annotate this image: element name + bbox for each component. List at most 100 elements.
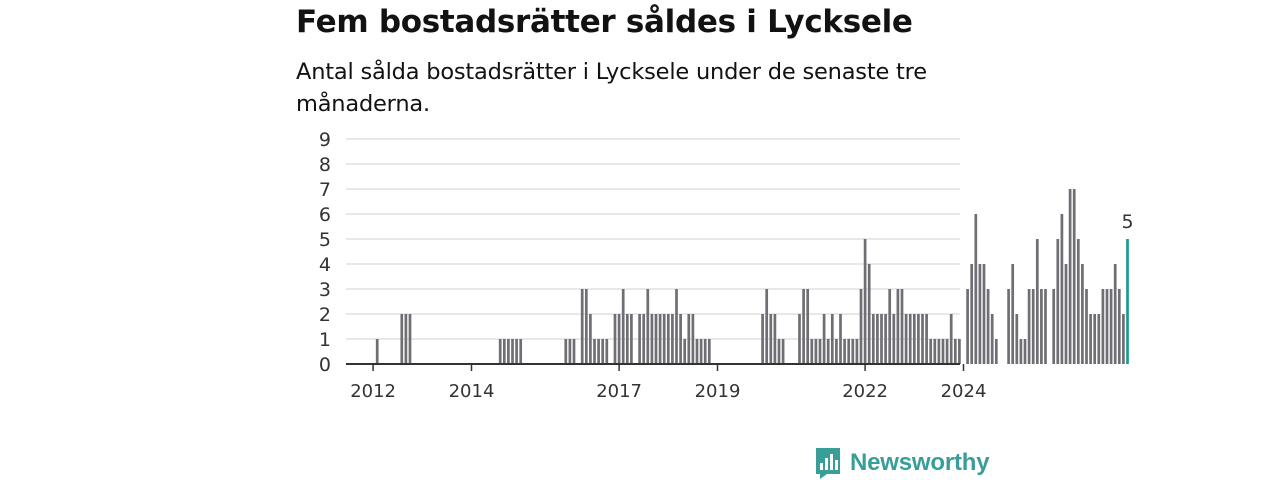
bar: [912, 314, 916, 364]
bar: [1085, 289, 1088, 364]
bar: [1097, 314, 1101, 364]
bar: [1035, 239, 1039, 364]
bar: [802, 289, 805, 364]
bar: [404, 314, 408, 364]
bar: [638, 314, 641, 364]
y-tick-label: 6: [319, 204, 331, 226]
bar: [835, 339, 838, 364]
bar: [917, 314, 920, 364]
bar: [945, 339, 949, 364]
bar: [502, 339, 506, 364]
bars: [375, 189, 1129, 364]
bar: [1040, 289, 1043, 364]
bar: [584, 289, 588, 364]
bar: [884, 314, 887, 364]
bar: [568, 339, 572, 364]
bar: [822, 314, 826, 364]
bar: [671, 314, 674, 364]
bar: [810, 339, 814, 364]
bar: [990, 314, 994, 364]
bar: [859, 289, 863, 364]
bar: [896, 289, 900, 364]
bar: [1076, 239, 1080, 364]
bar: [1019, 339, 1023, 364]
bar: [839, 314, 842, 364]
bar: [777, 339, 781, 364]
bar: [1015, 314, 1019, 364]
bar: [375, 339, 379, 364]
bar: [806, 289, 810, 364]
y-tick-label: 1: [319, 329, 331, 351]
bar: [1007, 289, 1010, 364]
bar: [515, 339, 518, 364]
y-tick-label: 5: [319, 229, 331, 251]
bar: [572, 339, 576, 364]
bar: [687, 314, 691, 364]
bar: [408, 314, 412, 364]
y-axis-tick-labels: 0 1 2 3 4 5 6 7 8 9: [319, 129, 331, 376]
bar: [625, 314, 629, 364]
y-tick-label: 4: [319, 254, 331, 276]
bar: [675, 289, 678, 364]
bar: [597, 339, 600, 364]
bar: [982, 264, 986, 364]
bar: [1117, 289, 1121, 364]
bar: [1113, 264, 1117, 364]
bar: [1122, 314, 1125, 364]
last-value-label: 5: [1121, 211, 1133, 233]
bar: [1060, 214, 1064, 364]
bar: [941, 339, 945, 364]
bar: [994, 339, 998, 364]
chart-subtitle: Antal sålda bostadsrätter i Lycksele und…: [296, 59, 927, 117]
x-tick-label: 2012: [350, 381, 396, 402]
newsworthy-brand[interactable]: Newsworthy: [814, 446, 990, 480]
y-tick-label: 0: [319, 354, 331, 376]
bar: [654, 314, 658, 364]
bar: [658, 314, 662, 364]
bar: [798, 314, 801, 364]
bar: [1101, 289, 1105, 364]
bar: [519, 339, 523, 364]
bar: [679, 314, 682, 364]
bar: [1044, 289, 1047, 364]
y-tick-label: 2: [319, 304, 331, 326]
bar: [863, 239, 867, 364]
bar: [888, 289, 892, 364]
bar: [1093, 314, 1097, 364]
bar: [781, 339, 785, 364]
bar: [851, 339, 855, 364]
bar: [593, 339, 596, 364]
bar: [683, 339, 687, 364]
bar: [958, 339, 961, 364]
bar: [826, 339, 830, 364]
x-tick-label: 2024: [941, 381, 987, 402]
bar: [1072, 189, 1076, 364]
bar: [769, 314, 773, 364]
bar: [642, 314, 646, 364]
bar: [703, 339, 707, 364]
bar: [892, 314, 896, 364]
bar: [695, 339, 699, 364]
bar: [1052, 289, 1056, 364]
bar: [691, 314, 695, 364]
brand-name: Newsworthy: [850, 449, 990, 476]
bar: [966, 289, 969, 364]
bar: [666, 314, 670, 364]
bar: [937, 339, 941, 364]
bar: [830, 314, 834, 364]
y-tick-label: 7: [319, 179, 331, 201]
bar: [904, 314, 908, 364]
bar: [765, 289, 769, 364]
bar: [1064, 264, 1068, 364]
bar: [855, 339, 859, 364]
bar: [662, 314, 666, 364]
bar: [1056, 239, 1060, 364]
bar: [507, 339, 510, 364]
bar: [564, 339, 568, 364]
bar: [871, 314, 875, 364]
bar: [929, 339, 933, 364]
chart-title: Fem bostadsrätter såldes i Lycksele: [296, 4, 913, 40]
bar: [880, 314, 883, 364]
x-tick-label: 2022: [842, 381, 888, 402]
bar: [1068, 189, 1072, 364]
